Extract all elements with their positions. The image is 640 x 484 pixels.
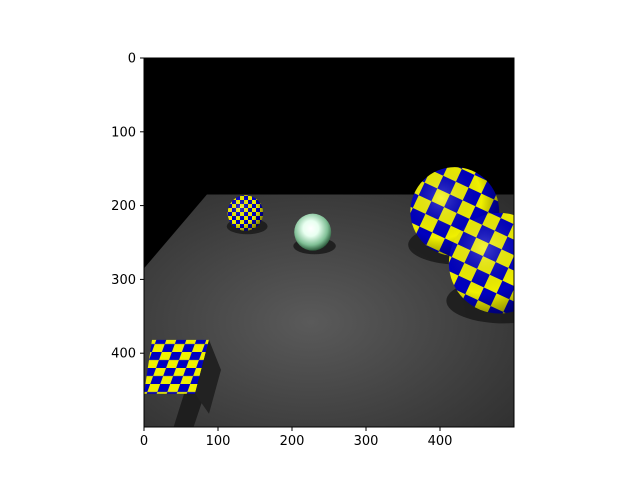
glossy-sphere <box>294 213 332 251</box>
x-axis-ticks: 0 100 200 300 400 <box>140 427 453 449</box>
raytraced-image <box>144 58 514 427</box>
y-tick-label: 400 <box>111 347 136 362</box>
y-tick-label: 100 <box>111 125 136 140</box>
y-axis-ticks: 0 100 200 300 400 <box>111 52 144 362</box>
sphere-shading <box>448 212 514 314</box>
y-tick-label: 300 <box>111 273 136 288</box>
axes-frame <box>143 57 515 428</box>
checkered-box-side <box>194 339 221 414</box>
checkered-box-top <box>144 339 209 394</box>
x-tick-label: 300 <box>354 434 379 449</box>
x-tick-label: 100 <box>206 434 231 449</box>
x-tick-label: 0 <box>140 434 148 449</box>
sphere-shading <box>227 195 264 231</box>
y-tick-label: 200 <box>111 199 136 214</box>
x-tick-label: 200 <box>280 434 305 449</box>
y-tick-label: 0 <box>128 52 136 67</box>
x-tick-label: 400 <box>428 434 453 449</box>
